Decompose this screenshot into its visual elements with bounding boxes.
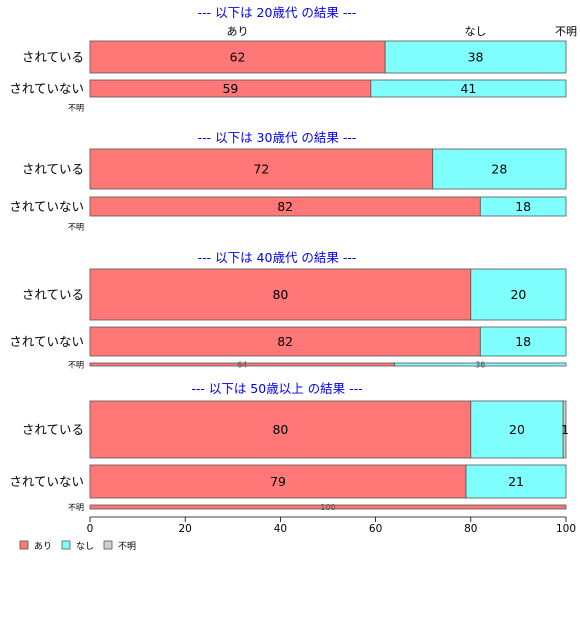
row-label: 不明	[68, 503, 84, 512]
bar-segment	[384, 40, 567, 74]
x-tick-label: 20	[179, 523, 192, 535]
data-label: 1	[561, 422, 569, 437]
bar-row: されていない 82 18	[9, 326, 567, 357]
bar-segment	[394, 362, 567, 367]
data-label: 82	[277, 199, 293, 214]
legend-swatch	[19, 540, 29, 550]
x-tick-label: 100	[556, 523, 576, 535]
legend-label: なし	[76, 541, 94, 552]
row-label: されていない	[9, 474, 84, 489]
data-label: 82	[277, 334, 293, 349]
row-label: されている	[22, 50, 84, 65]
data-label: 21	[508, 474, 524, 489]
row-label: 不明	[68, 361, 84, 370]
bar-row: 不明 100	[68, 503, 567, 512]
bar-segment	[432, 148, 567, 190]
row-label: されている	[22, 287, 84, 302]
row-label: されている	[22, 422, 84, 437]
bar-segment	[89, 400, 472, 459]
data-label: 80	[272, 422, 288, 437]
legend: あり なし 不明	[19, 540, 136, 552]
bar-segment	[89, 326, 481, 357]
bar-row: されていない 82 18	[9, 196, 567, 217]
panel-4: --- 以下は 50歳以上 の結果 --- されている 80 20 1 されていない 79 2…	[9, 381, 569, 512]
bar-segment	[470, 400, 564, 459]
bar-segment	[470, 268, 567, 321]
legend-label: あり	[34, 541, 52, 552]
legend-swatch	[103, 540, 113, 550]
bar-row: されていない 79 21	[9, 464, 567, 499]
data-label: 18	[515, 199, 531, 214]
data-label: 20	[510, 287, 526, 302]
legend-swatch	[61, 540, 71, 550]
panel-title: --- 以下は 50歳以上 の結果 ---	[191, 381, 362, 396]
x-tick-label: 40	[274, 523, 287, 535]
row-label: されていない	[9, 81, 84, 96]
data-label: 36	[475, 361, 485, 370]
data-label: 59	[222, 81, 238, 96]
data-label: 38	[468, 50, 484, 65]
column-header-2: なし	[465, 25, 487, 38]
bar-segment	[479, 326, 567, 357]
x-axis: 0 20 40 60 80 100	[87, 516, 576, 535]
bar-segment	[89, 464, 467, 499]
data-label: 80	[272, 287, 288, 302]
bar-segment	[562, 400, 567, 459]
bar-row: されている 62 38	[22, 40, 567, 74]
bar-row: 不明 64 36	[68, 361, 567, 370]
bar-segment	[89, 40, 386, 74]
bar-row: されている 72 28	[22, 148, 567, 190]
data-label: 62	[230, 50, 246, 65]
data-label: 100	[320, 503, 335, 512]
data-label: 18	[515, 334, 531, 349]
panel-title: --- 以下は 20歳代 の結果 ---	[198, 5, 357, 20]
legend-label: 不明	[118, 541, 136, 552]
bar-segment	[370, 79, 567, 98]
bar-row: されている 80 20	[22, 268, 567, 321]
panel-title: --- 以下は 30歳代 の結果 ---	[198, 130, 357, 145]
bar-row: 不明	[68, 223, 84, 232]
bar-row: 不明	[68, 104, 84, 113]
panel-title: --- 以下は 40歳代 の結果 ---	[198, 250, 357, 265]
column-header-1: あり	[227, 25, 249, 38]
data-label: 20	[509, 422, 525, 437]
bar-segment	[479, 196, 567, 217]
row-label: されている	[22, 162, 84, 177]
x-tick-label: 60	[369, 523, 382, 535]
panel-2: --- 以下は 30歳代 の結果 --- されている 72 28 されていない 82 18 不…	[9, 130, 567, 232]
data-label: 72	[253, 162, 269, 177]
row-label: されていない	[9, 334, 84, 349]
row-label: 不明	[68, 223, 84, 232]
row-label: 不明	[68, 104, 84, 113]
bar-row: されている 80 20 1	[22, 400, 569, 459]
data-label: 64	[237, 361, 247, 370]
bar-segment	[89, 504, 567, 510]
data-label: 28	[491, 162, 507, 177]
panel-3: --- 以下は 40歳代 の結果 --- されている 80 20 されていない 82 18 不…	[9, 250, 567, 370]
x-tick-label: 0	[87, 523, 94, 535]
row-label: されていない	[9, 199, 84, 214]
bar-row: されていない 59 41	[9, 79, 567, 98]
data-label: 41	[460, 81, 476, 96]
data-label: 79	[270, 474, 286, 489]
column-header-3: 不明	[555, 25, 577, 38]
x-tick-label: 80	[464, 523, 477, 535]
bar-segment	[465, 464, 567, 499]
bar-segment	[89, 268, 472, 321]
